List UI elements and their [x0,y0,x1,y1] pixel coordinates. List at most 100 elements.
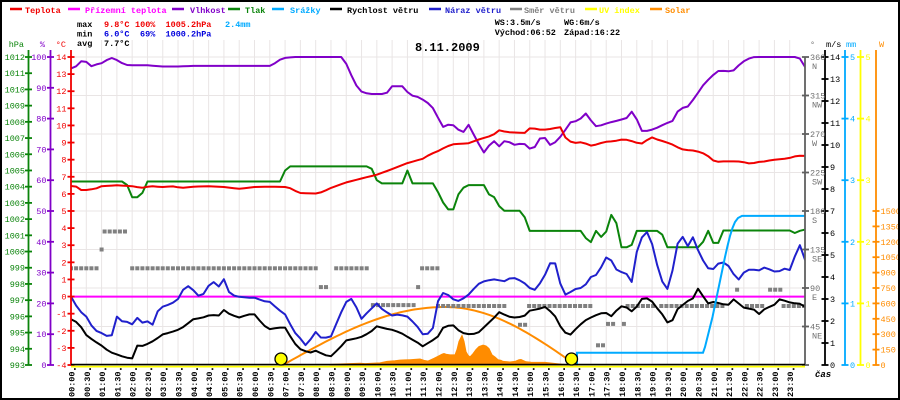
svg-text:17:30: 17:30 [603,371,613,397]
svg-text:10:30: 10:30 [389,371,399,397]
svg-text:1005: 1005 [5,167,25,177]
svg-text:WG:6m/s: WG:6m/s [564,18,600,28]
svg-text:1004: 1004 [5,183,25,193]
svg-text:60: 60 [36,176,46,186]
svg-text:10: 10 [830,141,840,151]
svg-text:999: 999 [10,264,25,274]
svg-text:Náraz větru: Náraz větru [445,6,501,16]
svg-text:3: 3 [850,176,855,186]
svg-text:min: min [77,30,92,40]
svg-text:10: 10 [36,330,46,340]
svg-text:21:00: 21:00 [710,371,720,397]
svg-text:30: 30 [36,269,46,279]
svg-text:02:30: 02:30 [144,371,154,397]
svg-text:9.8°C: 9.8°C [104,20,130,30]
svg-text:Přízemní teplota: Přízemní teplota [85,6,167,16]
svg-text:00:00: 00:00 [68,371,78,397]
svg-text:Teplota: Teplota [25,6,61,16]
svg-text:06:30: 06:30 [266,371,276,397]
svg-text:23:00: 23:00 [771,371,781,397]
svg-text:NW: NW [812,101,823,111]
svg-text:m/s: m/s [826,40,841,50]
svg-text:WS:3.5m/s: WS:3.5m/s [495,18,541,28]
svg-text:13:00: 13:00 [465,371,475,397]
svg-text:2.4mm: 2.4mm [225,20,251,30]
svg-text:15:30: 15:30 [542,371,552,397]
svg-text:11: 11 [830,119,840,129]
svg-text:1005.2hPa: 1005.2hPa [166,20,212,30]
svg-text:150: 150 [881,346,896,356]
svg-text:11:30: 11:30 [419,371,429,397]
svg-text:11: 11 [56,104,66,114]
svg-text:Vlhkost: Vlhkost [190,6,226,16]
svg-text:80: 80 [36,115,46,125]
svg-text:993: 993 [10,361,25,371]
svg-text:Srážky: Srážky [290,6,321,16]
svg-text:10:00: 10:00 [373,371,383,397]
svg-text:°C: °C [56,40,66,50]
svg-text:Směr větru: Směr větru [524,6,575,16]
svg-text:8: 8 [61,156,66,166]
svg-text:4: 4 [866,115,871,125]
svg-text:4: 4 [61,224,66,234]
svg-text:50: 50 [36,207,46,217]
svg-text:5: 5 [850,53,855,63]
svg-text:90: 90 [810,284,820,294]
svg-text:05:30: 05:30 [236,371,246,397]
svg-text:Tlak: Tlak [245,6,265,16]
svg-text:2: 2 [866,238,871,248]
svg-text:10: 10 [56,121,66,131]
svg-text:05:00: 05:00 [220,371,230,397]
svg-text:°: ° [810,40,815,50]
svg-text:8.11.2009: 8.11.2009 [415,41,480,55]
svg-text:19:30: 19:30 [664,371,674,397]
svg-text:2: 2 [830,317,835,327]
svg-text:Západ:16:22: Západ:16:22 [564,28,620,38]
svg-text:04:30: 04:30 [205,371,215,397]
svg-text:7.7°C: 7.7°C [104,39,130,49]
svg-text:čas: čas [815,370,831,380]
svg-text:225: 225 [810,169,825,179]
svg-text:9: 9 [61,139,66,149]
svg-text:750: 750 [881,284,896,294]
svg-text:18:30: 18:30 [633,371,643,397]
svg-text:9: 9 [830,163,835,173]
svg-text:2: 2 [61,258,66,268]
svg-text:00:30: 00:30 [83,371,93,397]
svg-text:1001: 1001 [5,231,25,241]
svg-text:1011: 1011 [5,69,25,79]
svg-text:450: 450 [881,315,896,325]
svg-text:22:30: 22:30 [756,371,766,397]
svg-text:21:30: 21:30 [725,371,735,397]
svg-text:16:30: 16:30 [572,371,582,397]
svg-text:16:00: 16:00 [557,371,567,397]
svg-text:6: 6 [830,229,835,239]
svg-text:12:30: 12:30 [450,371,460,397]
svg-text:23:30: 23:30 [786,371,796,397]
svg-text:avg: avg [77,39,92,49]
svg-text:8: 8 [830,185,835,195]
svg-text:1010: 1010 [5,85,25,95]
svg-text:12:00: 12:00 [435,371,445,397]
svg-text:Rychlost větru: Rychlost větru [347,6,418,16]
svg-text:20:00: 20:00 [679,371,689,397]
svg-text:1012: 1012 [5,53,25,63]
svg-text:1000.2hPa: 1000.2hPa [166,30,212,40]
svg-text:1: 1 [830,339,835,349]
svg-text:%: % [40,40,46,50]
svg-text:NE: NE [812,332,822,342]
svg-text:03:30: 03:30 [175,371,185,397]
svg-text:1006: 1006 [5,150,25,160]
svg-text:360: 360 [810,53,825,63]
svg-text:69%: 69% [140,30,156,40]
svg-text:-1: -1 [56,310,66,320]
svg-text:0: 0 [866,361,871,371]
svg-text:14:30: 14:30 [511,371,521,397]
svg-text:14: 14 [830,53,840,63]
svg-text:E: E [812,293,817,303]
svg-text:N: N [812,62,817,72]
svg-text:1003: 1003 [5,199,25,209]
svg-text:40: 40 [36,238,46,248]
svg-text:01:00: 01:00 [98,371,108,397]
svg-text:600: 600 [881,299,896,309]
